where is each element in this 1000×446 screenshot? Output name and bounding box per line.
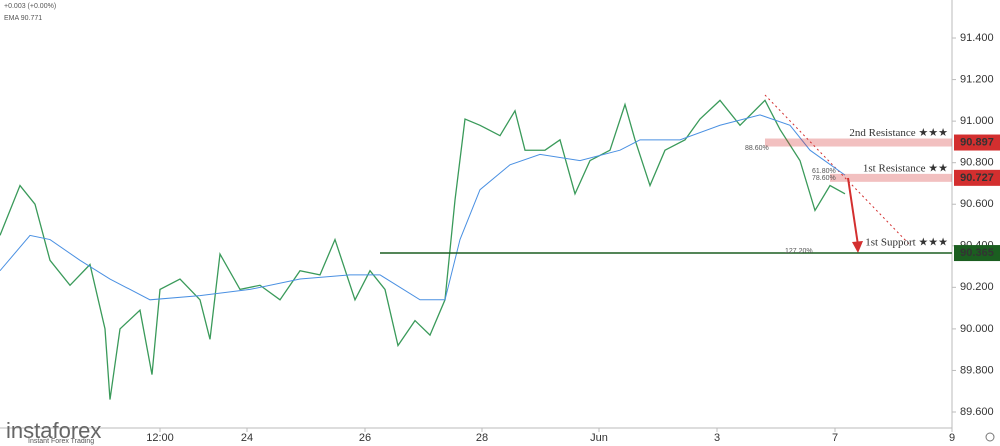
y-tick-label: 90.800 [960,157,994,169]
level-label: 1st Resistance ★★ [863,162,948,174]
fib-label: 88.60% [745,145,769,152]
y-tick-label: 90.000 [960,323,994,335]
level-tag-bg [954,134,1000,151]
series-line [0,99,846,400]
y-tick-label: 90.200 [960,281,994,293]
arrow [847,177,859,246]
settings-icon[interactable] [985,432,995,442]
fib-label: 61.80% [812,168,836,175]
fib-label: 127.20% [785,248,813,255]
x-tick-label: 26 [359,432,371,444]
level-zone [830,173,952,182]
y-tick-label: 91.000 [960,115,994,127]
x-tick-label: 9 [949,432,955,444]
level-label: 1st Support ★★★ [865,237,948,249]
arrow-head [852,241,863,253]
logo-sub: Instant Forex Trading [28,438,94,445]
x-tick-label: 24 [241,432,253,444]
y-tick-label: 89.800 [960,364,994,376]
y-tick-label: 90.600 [960,198,994,210]
level-tag: 90.365 [960,247,994,259]
x-tick-label: 7 [832,432,838,444]
logo: instaforex [6,418,101,443]
ema-label: EMA 90.771 [4,15,42,22]
level-tag: 90.897 [960,136,994,148]
x-tick-label: Jun [590,432,608,444]
level-label: 2nd Resistance ★★★ [849,127,948,139]
series-line [0,114,846,301]
level-tag-bg [954,169,1000,186]
x-tick-label: 12:00 [146,432,174,444]
fib-label: 78.60% [812,175,836,182]
level-zone [765,138,952,147]
y-tick-label: 89.600 [960,406,994,418]
header: +0.003 (+0.00%) [4,3,56,10]
y-tick-label: 91.200 [960,73,994,85]
level-tag: 90.727 [960,172,994,184]
y-tick-label: 91.400 [960,32,994,44]
level-tag-bg [954,245,1000,262]
x-tick-label: 3 [714,432,720,444]
x-tick-label: 28 [476,432,488,444]
